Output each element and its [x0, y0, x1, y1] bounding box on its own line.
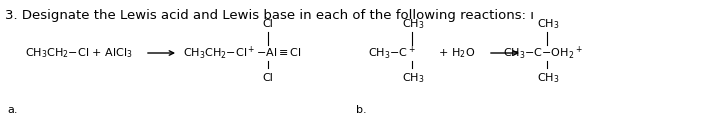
- Text: Cl: Cl: [262, 73, 273, 83]
- Text: + H$_2$O: + H$_2$O: [435, 46, 475, 60]
- Text: CH$_3$: CH$_3$: [537, 17, 559, 31]
- Text: CH$_3$−C$^+$: CH$_3$−C$^+$: [368, 44, 416, 62]
- Text: 3. Designate the Lewis acid and Lewis base in each of the following reactions: ı: 3. Designate the Lewis acid and Lewis ba…: [5, 9, 534, 22]
- Text: CH$_3$: CH$_3$: [402, 17, 424, 31]
- Text: CH$_3$: CH$_3$: [402, 71, 424, 85]
- Text: CH$_3$−C−OH$_2$$^+$: CH$_3$−C−OH$_2$$^+$: [503, 44, 582, 62]
- Text: CH$_3$CH$_2$−Cl + AlCl$_3$: CH$_3$CH$_2$−Cl + AlCl$_3$: [25, 46, 132, 60]
- Text: a.: a.: [7, 105, 17, 115]
- Text: b.: b.: [356, 105, 367, 115]
- Text: Cl: Cl: [262, 19, 273, 29]
- Text: CH$_3$: CH$_3$: [537, 71, 559, 85]
- Text: CH$_3$CH$_2$−Cl$^+$−Al$\equiv$Cl: CH$_3$CH$_2$−Cl$^+$−Al$\equiv$Cl: [183, 44, 302, 62]
